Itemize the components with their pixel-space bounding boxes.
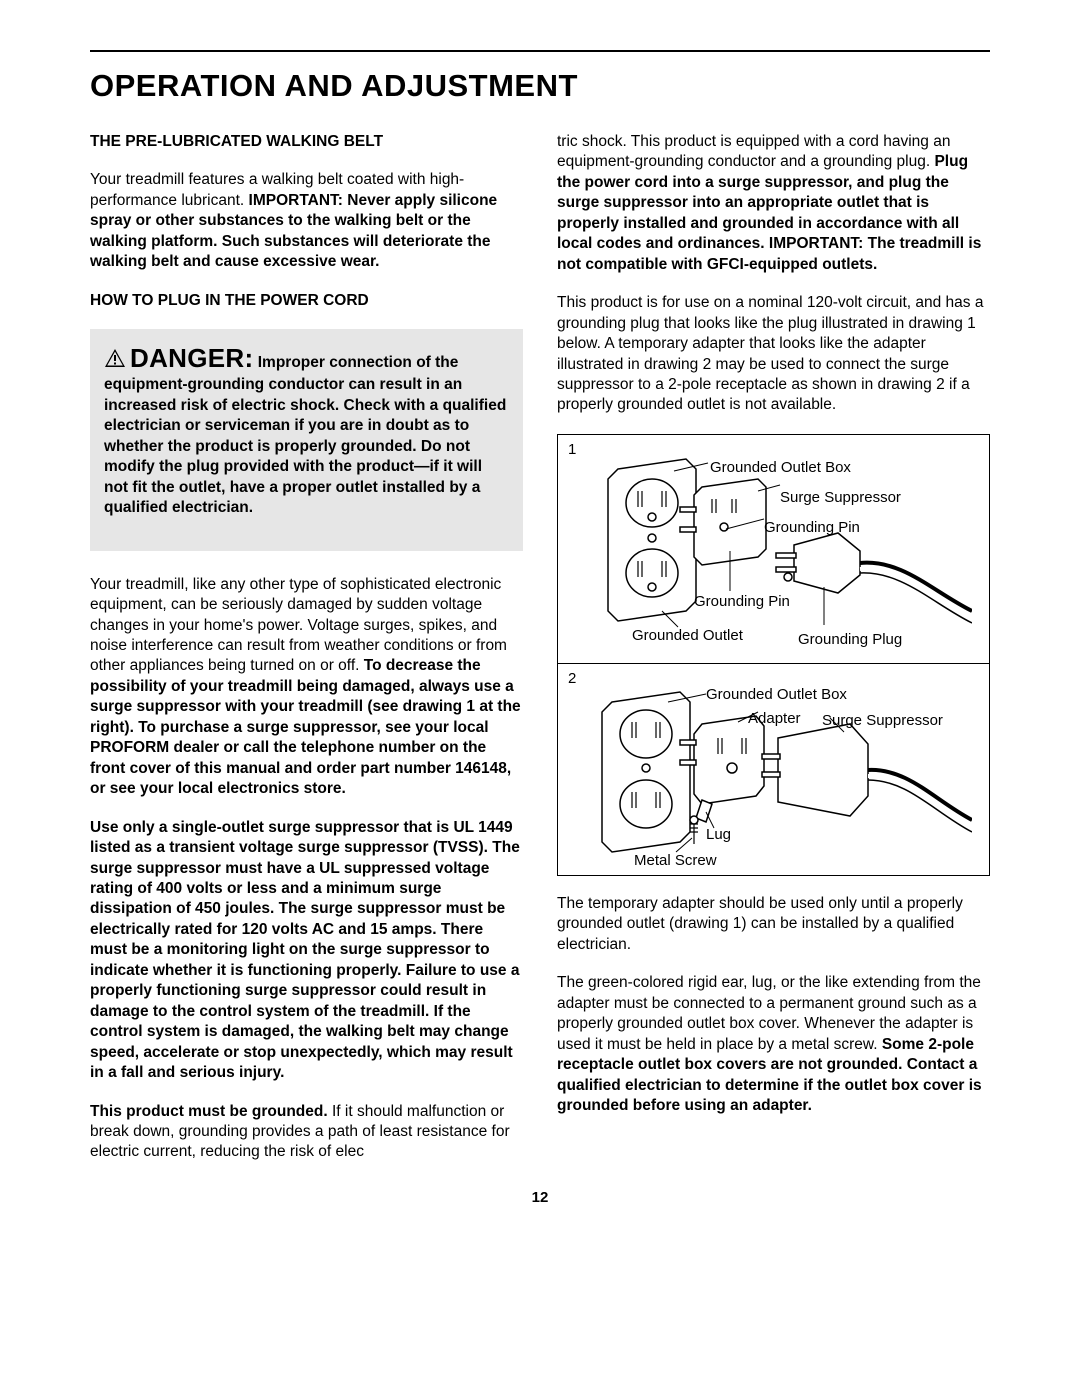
fig2-lbl-lug: Lug [706, 826, 731, 843]
drawing-2: 2 [558, 663, 989, 875]
right-p1-b: Plug the power cord into a surge suppres… [557, 153, 981, 272]
page-title: OPERATION AND ADJUSTMENT [90, 68, 990, 104]
right-p4: The green-colored rigid ear, lug, or the… [557, 973, 990, 1116]
right-column: tric shock. This product is equipped wit… [557, 132, 990, 1163]
drawing-1: 1 [558, 435, 989, 663]
danger-rest: Improper connection of the equipment-gro… [104, 354, 506, 516]
two-column-layout: THE PRE-LUBRICATED WALKING BELT Your tre… [90, 132, 990, 1163]
fig2-lbl-adapter: Adapter [748, 710, 801, 727]
fig1-lbl-outlet: Grounded Outlet [632, 627, 743, 644]
grounded-para: This product must be grounded. If it sho… [90, 1102, 523, 1163]
right-p3: The temporary adapter should be used onl… [557, 894, 990, 955]
surge-b: To decrease the possibility of your trea… [90, 657, 521, 797]
surge-para: Your treadmill, like any other type of s… [90, 575, 523, 800]
left-column: THE PRE-LUBRICATED WALKING BELT Your tre… [90, 132, 523, 1163]
fig1-lbl-outletbox: Grounded Outlet Box [710, 459, 851, 476]
right-p1-a: tric shock. This product is equipped wit… [557, 133, 950, 170]
grounded-a: This product must be grounded. [90, 1103, 328, 1120]
fig1-lbl-gpin1: Grounding Pin [764, 519, 860, 536]
fig2-lbl-outletbox: Grounded Outlet Box [706, 686, 847, 703]
belt-paragraph: Your treadmill features a walking belt c… [90, 170, 523, 272]
figure-box: 1 [557, 434, 990, 876]
right-p2: This product is for use on a nominal 120… [557, 293, 990, 416]
subhead-plug: HOW TO PLUG IN THE POWER CORD [90, 291, 523, 311]
danger-word: DANGER: [130, 343, 253, 373]
danger-box: DANGER: Improper connection of the equip… [90, 329, 523, 550]
subhead-belt: THE PRE-LUBRICATED WALKING BELT [90, 132, 523, 152]
right-p1: tric shock. This product is equipped wit… [557, 132, 990, 275]
fig2-lbl-surge: Surge Suppressor [822, 712, 943, 729]
warning-icon [104, 348, 126, 368]
fig1-lbl-gplug: Grounding Plug [798, 631, 902, 648]
top-rule [90, 50, 990, 52]
fig1-lbl-gpin2: Grounding Pin [694, 593, 790, 610]
surge-spec-para: Use only a single-outlet surge suppresso… [90, 818, 523, 1084]
fig2-lbl-screw: Metal Screw [634, 852, 717, 869]
fig1-lbl-surge: Surge Suppressor [780, 489, 901, 506]
page-number: 12 [90, 1189, 990, 1206]
danger-paragraph: DANGER: Improper connection of the equip… [104, 341, 509, 518]
